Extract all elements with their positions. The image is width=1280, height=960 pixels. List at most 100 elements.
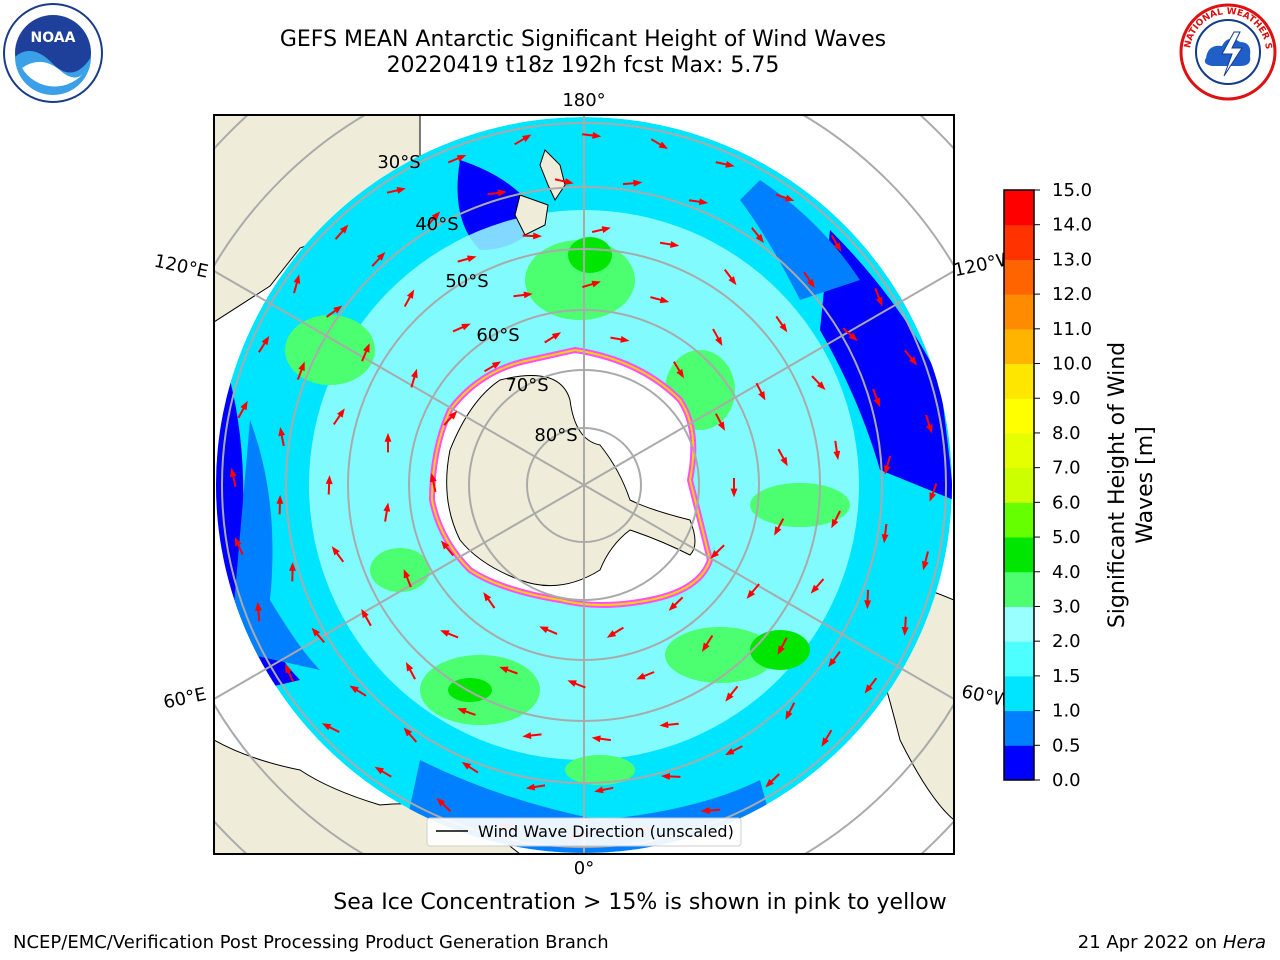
colorbar-tick-label: 9.0 xyxy=(1052,388,1081,409)
colorbar-tick-label: 14.0 xyxy=(1052,215,1092,236)
wind-arrow-head xyxy=(873,397,881,408)
colorbar-tick-label: 10.0 xyxy=(1052,354,1092,375)
wind-arrow-head xyxy=(864,684,873,694)
colorbar-label-line1: Significant Height of Wind xyxy=(1105,342,1130,628)
wind-arrow-head xyxy=(831,518,839,529)
wind-arrow-head xyxy=(483,592,492,602)
wind-arrow-head xyxy=(746,589,755,599)
legend-label: Wind Wave Direction (unscaled) xyxy=(478,822,734,841)
colorbar-tick-label: 1.0 xyxy=(1052,701,1081,722)
wind-arrow-head xyxy=(331,546,340,556)
colorbar-tick-label: 2.0 xyxy=(1052,631,1081,652)
wind-arrow-head xyxy=(289,562,296,571)
wind-arrow-head xyxy=(591,735,601,743)
colorbar-segment xyxy=(1004,432,1034,469)
wind-arrow-head xyxy=(497,189,507,197)
wind-arrow-head xyxy=(403,569,411,579)
date-text: 21 Apr 2022 on Hera xyxy=(1078,932,1266,953)
wind-arrow-head xyxy=(448,410,458,420)
lat-label-50s: 50°S xyxy=(445,271,488,292)
colorbar-segment xyxy=(1004,294,1034,330)
wind-arrow-head xyxy=(606,630,617,638)
wind-arrow-head xyxy=(807,278,815,289)
wind-arrow-head xyxy=(821,737,829,747)
wind-arrow-head xyxy=(383,502,391,512)
wind-arrow-head xyxy=(828,657,837,668)
wind-arrow-head xyxy=(240,400,248,411)
colorbar-segment xyxy=(1004,224,1034,260)
wind-arrows xyxy=(229,132,938,840)
wind-arrow-head xyxy=(908,356,918,366)
wind-arrow-head xyxy=(922,560,929,571)
wind-arrow-head xyxy=(539,626,549,634)
colorbar-tick-label: 0.0 xyxy=(1052,770,1081,791)
lat-label-40s: 40°S xyxy=(415,214,458,235)
wind-arrow-head xyxy=(440,630,450,637)
wind-arrow-head xyxy=(285,663,292,674)
svg-text:NOAA: NOAA xyxy=(31,30,76,46)
lat-label-80s: 80°S xyxy=(534,425,577,446)
wind-arrow-head xyxy=(676,368,685,379)
wind-arrow-head xyxy=(765,778,774,788)
wind-arrow-head xyxy=(780,456,788,467)
wind-arrow-head xyxy=(436,797,446,807)
wind-arrow-head xyxy=(659,296,670,304)
map-border xyxy=(213,114,955,855)
wind-arrow-head xyxy=(929,492,936,502)
colorbar-tick-label: 3.0 xyxy=(1052,596,1081,617)
wind-arrow-head xyxy=(456,154,467,162)
wind-arrow-head xyxy=(755,233,764,243)
wind-arrow-head xyxy=(298,361,305,372)
wind-arrow-head xyxy=(384,432,392,442)
wind-arrow-head xyxy=(333,305,343,314)
colorbar-tick-label: 13.0 xyxy=(1052,249,1092,270)
new-zealand-lower xyxy=(514,194,549,236)
wind-arrow-head xyxy=(339,224,349,234)
wind-arrow-head xyxy=(429,472,437,483)
colorbar-segment xyxy=(1004,259,1034,295)
wind-arrow-head xyxy=(620,335,630,343)
lon-label-120e: 120°E xyxy=(152,251,210,283)
wind-arrow-head xyxy=(405,662,414,672)
wind-arrow-head xyxy=(293,274,301,284)
wind-arrow-head xyxy=(591,280,601,288)
wind-arrow-head xyxy=(361,608,369,619)
colorbar-segment xyxy=(1004,710,1034,746)
colorbar-segment xyxy=(1004,571,1034,607)
wind-arrow-head xyxy=(700,807,710,814)
lat-label-60s: 60°S xyxy=(476,325,519,346)
wind-arrow-head xyxy=(276,494,284,504)
wind-arrow-head xyxy=(499,666,509,674)
wind-arrow-head xyxy=(633,179,643,187)
colorbar-label-line2: Waves [m] xyxy=(1133,426,1158,543)
colorbar-tick-label: 12.0 xyxy=(1052,284,1092,305)
date-prefix: 21 Apr 2022 on xyxy=(1077,932,1223,953)
wind-arrow-head xyxy=(810,584,820,594)
wind-arrow-head xyxy=(337,408,345,418)
wind-arrow-head xyxy=(875,296,883,307)
lat-label-30s: 30°S xyxy=(377,152,420,173)
antarctica-land xyxy=(446,375,696,587)
lat-label-70s: 70°S xyxy=(505,375,548,396)
wind-arrow-head xyxy=(725,748,735,756)
wind-arrow-head xyxy=(321,723,332,731)
wind-arrow-head xyxy=(717,421,725,431)
colorbar-tick-label: 7.0 xyxy=(1052,458,1081,479)
wind-arrow-head xyxy=(522,134,532,142)
wind-arrow-head xyxy=(457,708,467,715)
colorbar-tick-label: 0.5 xyxy=(1052,735,1081,756)
wind-arrow-head xyxy=(564,178,574,185)
noaa-logo: NOAA xyxy=(3,3,103,103)
colorbar-segment xyxy=(1004,606,1034,642)
wind-arrow-head xyxy=(926,424,933,434)
credit-text: NCEP/EMC/Verification Post Processing Pr… xyxy=(13,932,609,953)
wind-arrow-head xyxy=(533,232,543,240)
wind-arrow-head xyxy=(659,721,669,729)
wind-arrow-head xyxy=(668,602,678,611)
wind-arrow-head xyxy=(881,534,889,544)
wind-arrow-head xyxy=(311,627,320,637)
wind-arrow-head xyxy=(594,786,604,794)
wind-arrow-head xyxy=(461,761,472,770)
lon-label-60e: 60°E xyxy=(162,684,209,714)
wind-arrow-head xyxy=(234,536,242,547)
